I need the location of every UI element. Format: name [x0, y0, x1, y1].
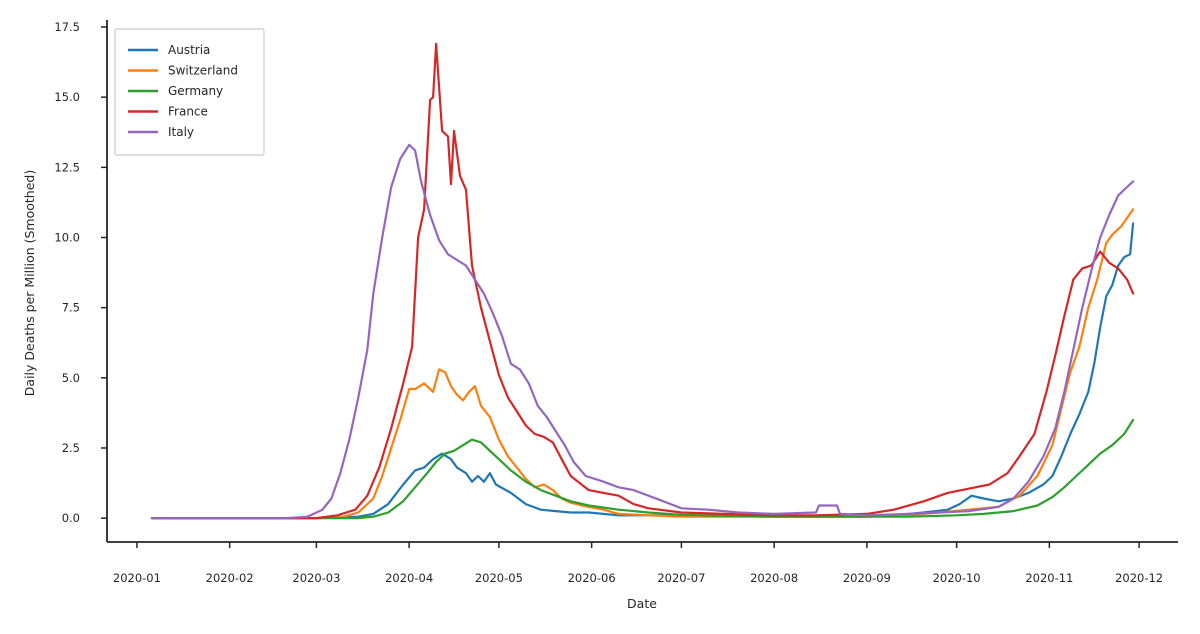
x-tick-label: 2020-12 [1115, 571, 1163, 585]
series-line-germany [150, 418, 1135, 520]
y-axis-title: Daily Deaths per Million (Smoothed) [22, 170, 37, 396]
x-tick-label: 2020-03 [292, 571, 340, 585]
y-tick-label: 2.5 [62, 441, 80, 455]
x-tick-label: 2020-08 [750, 571, 798, 585]
x-tick-label: 2020-01 [113, 571, 161, 585]
x-axis-ticks: 2020-01 2020-02 2020-03 2020-04 2020-05 2020-… [113, 542, 1163, 585]
series-line-austria [150, 222, 1135, 520]
y-tick-label: 10.0 [54, 231, 80, 245]
legend-label-france: France [168, 105, 208, 119]
series-line-italy [150, 143, 1135, 520]
legend-box [114, 28, 265, 156]
x-tick-label: 2020-05 [475, 571, 523, 585]
x-tick-label: 2020-10 [933, 571, 981, 585]
x-tick-label: 2020-07 [657, 571, 705, 585]
y-tick-label: 15.0 [54, 90, 80, 104]
x-tick-label: 2020-11 [1025, 571, 1073, 585]
series-lines [150, 42, 1135, 520]
series-line-france [150, 42, 1135, 520]
legend-label-italy: Italy [168, 125, 194, 139]
legend-label-switzerland: Switzerland [168, 64, 238, 78]
x-tick-label: 2020-04 [385, 571, 433, 585]
x-tick-label: 2020-06 [568, 571, 616, 585]
x-axis-title: Date [627, 596, 657, 611]
y-tick-label: 7.5 [62, 301, 80, 315]
x-tick-label: 2020-02 [206, 571, 254, 585]
y-tick-label: 17.5 [54, 20, 80, 34]
series-line-switzerland [150, 208, 1135, 520]
legend-label-austria: Austria [168, 43, 210, 57]
y-tick-label: 0.0 [62, 511, 80, 525]
legend-label-germany: Germany [168, 84, 223, 98]
y-tick-label: 5.0 [62, 371, 80, 385]
legend: Austria Switzerland Germany France Italy [114, 28, 265, 156]
x-tick-label: 2020-09 [843, 571, 891, 585]
y-tick-label: 12.5 [54, 160, 80, 174]
y-axis-ticks: 0.0 2.5 5.0 7.5 10.0 12.5 15.0 17.5 [54, 20, 107, 525]
